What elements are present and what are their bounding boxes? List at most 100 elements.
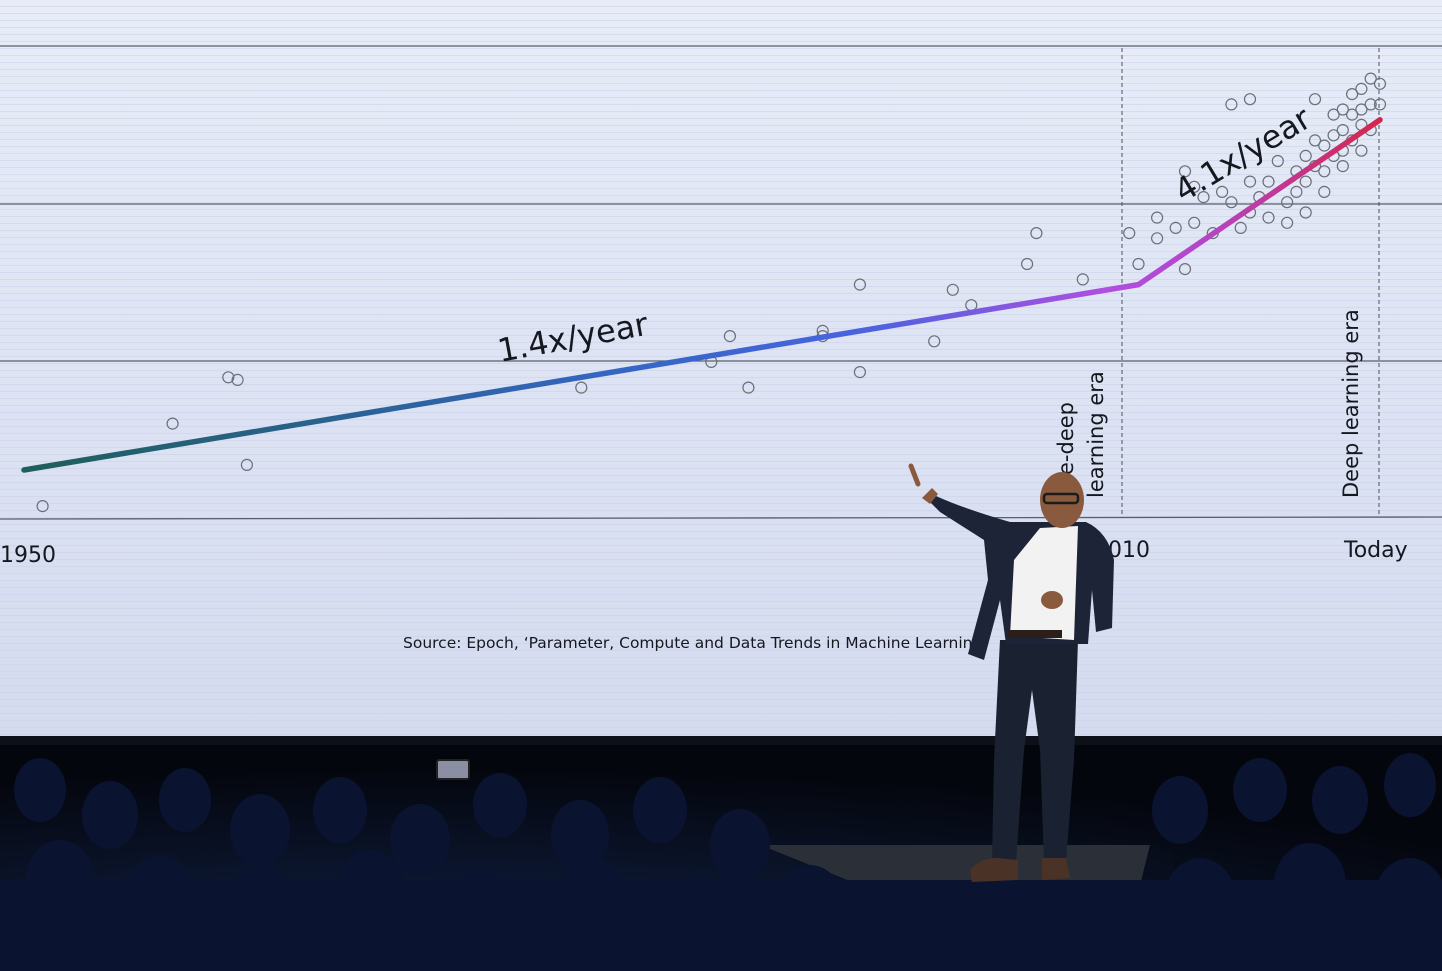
scatter-point — [36, 500, 49, 513]
scatter-point — [1132, 257, 1145, 271]
scatter-point — [1188, 180, 1201, 193]
audience-head — [1384, 753, 1436, 817]
audience-head — [313, 777, 367, 843]
scatter-point — [1169, 221, 1182, 234]
scatter-point — [723, 330, 737, 343]
scatter-point — [946, 283, 959, 296]
scatter-point — [1188, 216, 1201, 229]
source-note: Source: Epoch, ‘Parameter, Compute and D… — [403, 634, 973, 652]
trend-line — [21, 117, 1383, 473]
speaker-shoe-right — [1042, 858, 1070, 880]
scatter-point — [1299, 206, 1312, 219]
scatter-point — [853, 278, 867, 291]
scatter-point — [1327, 129, 1340, 142]
scatter-point — [928, 335, 941, 348]
scatter-point — [1355, 82, 1368, 96]
scatter-point — [1373, 77, 1387, 90]
scatter-point — [1076, 273, 1089, 286]
scatter-point — [1299, 175, 1312, 188]
speaker-belt — [1008, 630, 1062, 638]
scatter-point — [1308, 134, 1322, 147]
speaker-head — [1040, 472, 1084, 528]
scatter-point — [1262, 211, 1275, 224]
scatter-point — [231, 373, 244, 386]
audience-head — [1233, 758, 1287, 822]
scatter-point — [575, 381, 588, 394]
scatter-point — [1290, 185, 1303, 198]
speaker-pointing-hand — [922, 488, 938, 504]
scatter-point — [240, 458, 253, 471]
audience-head — [82, 781, 138, 849]
audience-silhouettes — [0, 753, 1442, 971]
scatter-point — [1225, 98, 1238, 111]
scatter-point — [1215, 185, 1229, 198]
audience-head — [159, 768, 211, 832]
scatter-point — [742, 381, 755, 394]
speaker-pointing-finger — [908, 463, 921, 487]
scatter-point — [1150, 232, 1164, 245]
audience-head — [473, 773, 527, 837]
screen-pixel-texture — [0, 0, 1442, 740]
chart-gridlines — [0, 45, 1442, 520]
scatter-point — [1355, 144, 1368, 157]
audience-head — [230, 794, 290, 866]
scatter-point — [1234, 221, 1247, 234]
scatter-point — [1318, 185, 1331, 198]
scatter-point — [1318, 139, 1331, 152]
scatter-point — [1150, 211, 1164, 224]
scatter-point — [166, 417, 179, 430]
x-tick-label: Today — [1343, 538, 1408, 563]
scatter-point — [1373, 98, 1387, 111]
audience-head — [14, 758, 66, 822]
speaker-legs — [992, 640, 1078, 862]
speaker-shoe-left — [970, 858, 1018, 882]
x-tick-label: 1950 — [0, 543, 56, 568]
scatter-point — [1327, 108, 1340, 121]
scatter-point — [1178, 165, 1192, 178]
audience-bodies — [0, 880, 1442, 971]
audience-head — [390, 804, 450, 876]
speaker-figure — [908, 463, 1114, 882]
speaker-hand — [1041, 591, 1063, 609]
scatter-point — [1262, 175, 1275, 188]
scatter-point — [1178, 263, 1192, 276]
scatter-point — [1336, 124, 1349, 137]
era-label-pre: e-deep learning era — [1054, 371, 1108, 498]
scatter-point — [1345, 87, 1359, 101]
scatter-point — [1280, 196, 1294, 209]
scatter-point — [1271, 154, 1284, 168]
era-label-pre-line1: e-deep — [1054, 402, 1078, 475]
era-label-pre-line2: learning era — [1084, 371, 1108, 498]
audience-head — [710, 809, 770, 881]
scatter-point — [1197, 191, 1210, 204]
scatter-point — [222, 371, 235, 384]
audience-head — [1152, 776, 1208, 844]
scatter-point — [1123, 227, 1136, 240]
scatter-point — [1336, 160, 1349, 173]
scatter-point — [1308, 93, 1322, 106]
scatter-point — [853, 366, 867, 379]
scatter-point — [1243, 175, 1257, 188]
scatter-point — [1030, 227, 1043, 240]
scatter-point — [1364, 98, 1377, 111]
scatter-point — [1280, 216, 1294, 229]
scatter-point — [1345, 108, 1359, 121]
scatter-point — [1225, 196, 1238, 209]
speaker-shirt — [1010, 526, 1078, 640]
scatter-point — [1336, 103, 1349, 116]
speaker-glasses — [1042, 492, 1080, 505]
era-dividers — [1121, 48, 1380, 517]
audience-head — [551, 800, 609, 870]
scatter-point — [1299, 149, 1312, 162]
audience-head — [1312, 766, 1368, 834]
scatter-point — [1364, 72, 1377, 85]
scatter-point — [1318, 165, 1331, 178]
scatter-point — [1243, 93, 1257, 106]
scatter-point — [1355, 103, 1368, 116]
trend-line-path — [21, 117, 1383, 473]
era-label-deep: Deep learning era — [1339, 309, 1363, 498]
scatter-point — [1020, 257, 1034, 271]
x-axis-line — [0, 516, 1442, 520]
audience-head — [633, 777, 687, 843]
